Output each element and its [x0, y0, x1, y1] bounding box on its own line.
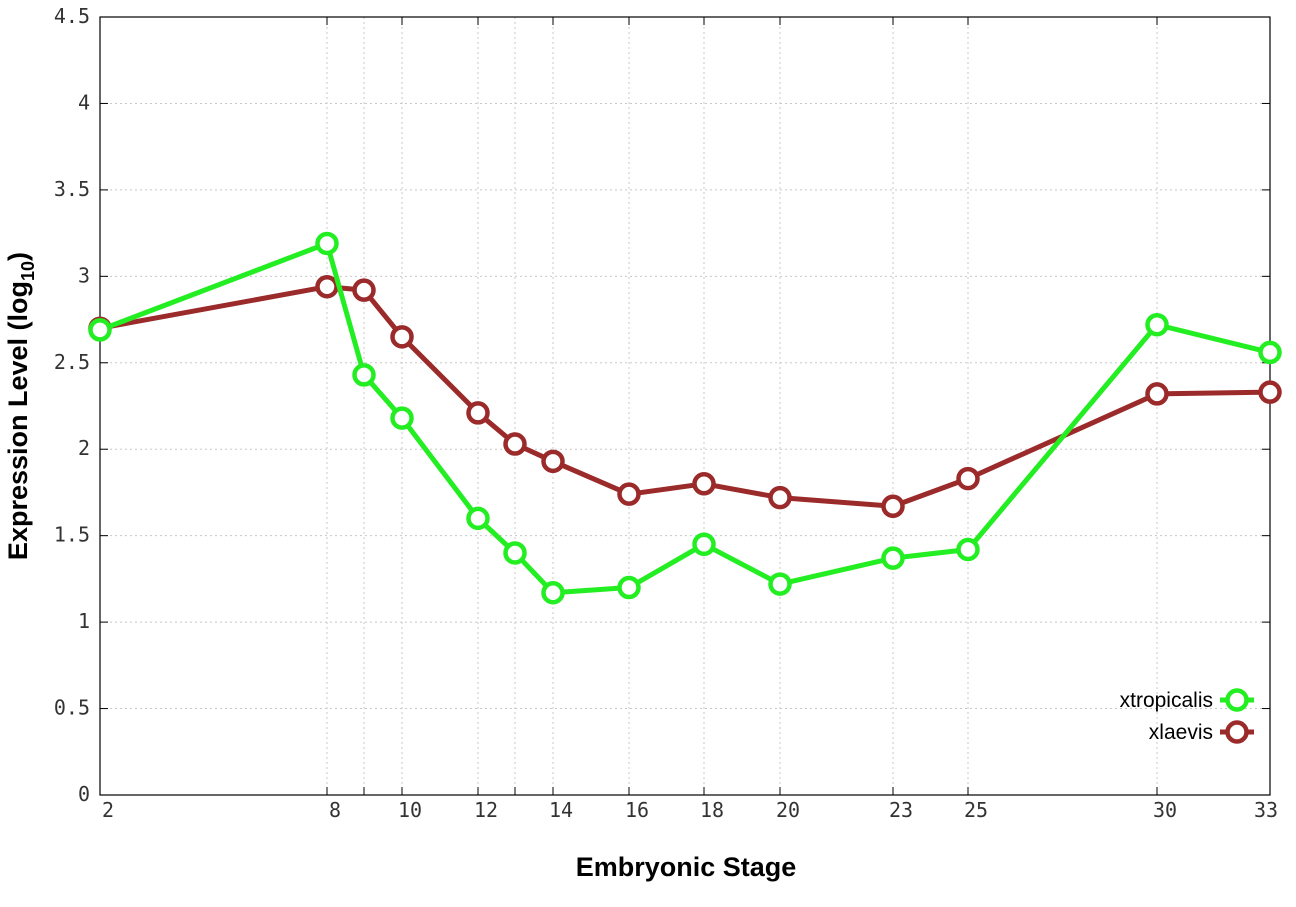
- data-point-xtropicalis: [692, 532, 716, 557]
- data-point-xtropicalis: [617, 575, 641, 600]
- data-point-xtropicalis: [352, 363, 376, 387]
- data-point-xtropicalis: [503, 541, 527, 565]
- data-point-xtropicalis: [1145, 312, 1169, 337]
- data-point-xlaevis: [390, 325, 414, 349]
- data-point-xtropicalis: [315, 231, 339, 256]
- data-point-xlaevis: [692, 472, 716, 496]
- legend-label: xtropicalis: [1120, 689, 1213, 712]
- y-tick-label: 3.5: [54, 177, 90, 201]
- y-tick-label: 4.5: [54, 4, 90, 28]
- y-axis-title-subscript: 10: [18, 261, 38, 281]
- x-tick-label: 14: [549, 798, 573, 822]
- data-point-xlaevis: [1145, 382, 1169, 406]
- data-point-xlaevis: [503, 432, 527, 456]
- data-point-xlaevis: [956, 466, 980, 491]
- x-tick-label: 2: [102, 798, 114, 822]
- legend-entry-xtropicalis: xtropicalis: [1120, 688, 1254, 712]
- data-point-xtropicalis: [956, 537, 980, 562]
- x-tick-label: 30: [1153, 798, 1177, 822]
- y-axis-title-close: ): [3, 252, 33, 261]
- x-tick-label: 16: [625, 798, 649, 822]
- legend-entry-xlaevis: xlaevis: [1149, 720, 1254, 744]
- axis-ticks: 0 0.5 1 1.5 2 2.5 3 3.5 4 4.5 2 8 10 12 14 16 18 20 23 25 30…: [54, 4, 1278, 822]
- data-point-xtropicalis: [881, 546, 905, 570]
- data-point-xlaevis: [1258, 380, 1282, 404]
- plot-frame: [99, 16, 1271, 796]
- data-point-xtropicalis: [1258, 340, 1282, 365]
- y-axis-title: Expression Level (log10): [3, 252, 38, 560]
- x-tick-label: 33: [1254, 798, 1278, 822]
- y-tick-label: 0.5: [54, 696, 90, 720]
- x-tick-label: 18: [700, 798, 724, 822]
- data-point-xtropicalis: [466, 506, 490, 531]
- x-tick-label: 12: [474, 798, 498, 822]
- legend: xtropicalis xlaevis: [1120, 688, 1254, 744]
- x-tick-label: 10: [398, 798, 422, 822]
- series-xtropicalis: [88, 231, 1282, 605]
- data-point-xlaevis: [617, 482, 641, 506]
- series-xlaevis: [88, 274, 1282, 519]
- y-tick-label: 3: [78, 263, 90, 287]
- data-point-xtropicalis: [390, 406, 414, 430]
- data-point-xlaevis: [352, 278, 376, 302]
- legend-swatch-marker: [1225, 688, 1249, 712]
- data-point-xlaevis: [466, 401, 490, 425]
- data-point-xlaevis: [541, 449, 565, 474]
- data-point-xtropicalis: [541, 580, 565, 605]
- grid-lines: [100, 17, 1270, 795]
- y-tick-label: 2: [78, 436, 90, 460]
- data-point-xtropicalis: [768, 572, 792, 596]
- data-point-xlaevis: [768, 485, 792, 510]
- x-tick-label: 25: [964, 798, 988, 822]
- series-layer: [88, 231, 1282, 605]
- x-tick-label: 23: [889, 798, 913, 822]
- x-tick-label: 20: [776, 798, 800, 822]
- data-point-xlaevis: [315, 274, 339, 299]
- y-tick-label: 1: [78, 609, 90, 633]
- y-tick-label: 0: [78, 782, 90, 806]
- data-point-xlaevis: [881, 494, 905, 519]
- y-axis-title-main: Expression Level (log: [3, 281, 33, 560]
- data-point-xtropicalis: [88, 318, 112, 342]
- legend-label: xlaevis: [1149, 721, 1213, 744]
- y-tick-label: 1.5: [54, 523, 90, 547]
- x-axis-title: Embryonic Stage: [576, 852, 797, 882]
- legend-swatch-marker: [1225, 720, 1249, 744]
- y-tick-label: 2.5: [54, 350, 90, 374]
- y-tick-label: 4: [78, 90, 90, 114]
- x-tick-label: 8: [329, 798, 341, 822]
